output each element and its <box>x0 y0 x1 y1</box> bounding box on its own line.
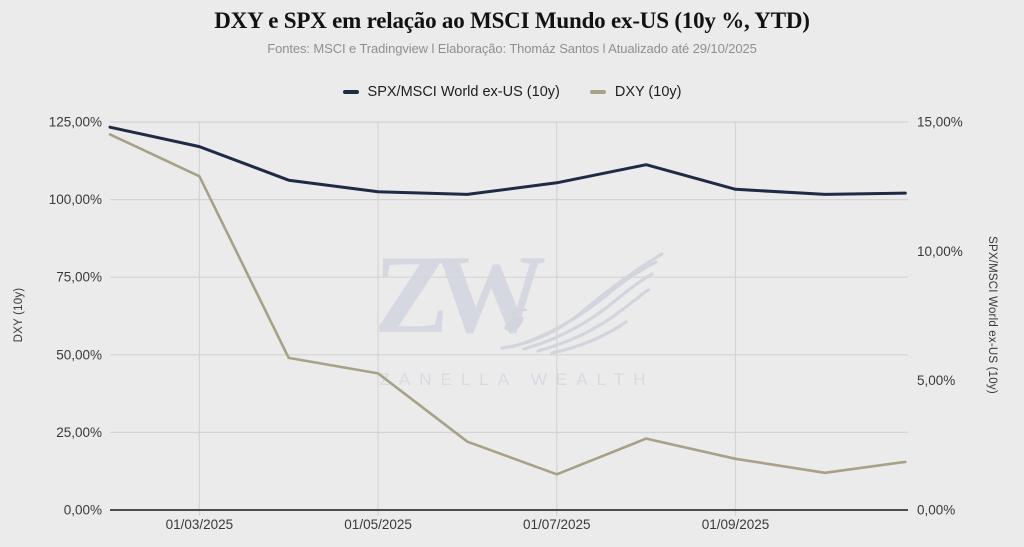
y-tick-label-left: 125,00% <box>49 115 102 130</box>
chart-title: DXY e SPX em relação ao MSCI Mundo ex-US… <box>214 8 810 33</box>
x-tick-label: 01/03/2025 <box>166 517 234 532</box>
legend-dash-icon <box>342 90 359 94</box>
legend-label-dxy: DXY (10y) <box>614 84 682 100</box>
legend: SPX/MSCI World ex-US (10y) DXY (10y) <box>0 84 1024 100</box>
y-tick-label-right: 5,00% <box>917 373 955 388</box>
legend-item-dxy: DXY (10y) <box>589 84 682 100</box>
y-tick-label-left: 50,00% <box>56 347 102 362</box>
legend-dash-icon <box>589 90 606 94</box>
y-tick-label-right: 0,00% <box>917 503 955 518</box>
legend-item-spx-msci: SPX/MSCI World ex-US (10y) <box>342 84 560 100</box>
y-axis-title-right: SPX/MSCI World ex-US (10y) <box>986 236 998 394</box>
y-tick-label-right: 10,00% <box>917 244 963 259</box>
y-tick-label-left: 0,00% <box>64 503 102 518</box>
series-line-dxy <box>108 133 907 476</box>
chart-subtitle: Fontes: MSCI e Tradingview l Elaboração:… <box>267 41 757 56</box>
x-tick-label: 01/07/2025 <box>523 517 591 532</box>
y-tick-label-left: 100,00% <box>49 192 102 207</box>
line-chart: 0,00% 25,00% 50,00% 75,00% 100,00% 125,00% 0,0… <box>49 115 963 533</box>
y-tick-label-right: 15,00% <box>917 115 963 130</box>
y-tick-label-left: 75,00% <box>56 270 102 285</box>
x-tick-label: 01/09/2025 <box>702 517 770 532</box>
y-axis-title-left: DXY (10y) <box>13 287 25 343</box>
series-line-spx-msci <box>108 125 907 196</box>
legend-label-spx-msci: SPX/MSCI World ex-US (10y) <box>367 84 560 100</box>
y-tick-label-left: 25,00% <box>56 425 102 440</box>
x-tick-label: 01/05/2025 <box>344 517 412 532</box>
